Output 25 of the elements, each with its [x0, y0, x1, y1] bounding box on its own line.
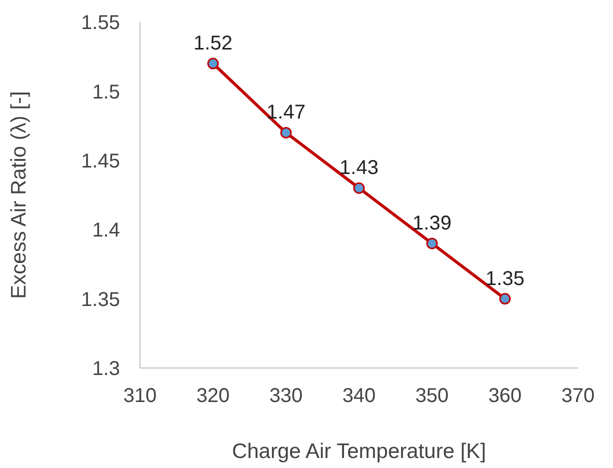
y-tick-label: 1.5 — [92, 81, 120, 104]
x-axis-title: Charge Air Temperature [K] — [232, 440, 486, 463]
point — [426, 238, 438, 250]
x-tick-label: 330 — [269, 385, 303, 408]
x-tick-label: 310 — [123, 385, 157, 408]
data-label: 1.35 — [486, 268, 524, 290]
x-tick-label: 320 — [196, 385, 230, 408]
y-tick-label: 1.55 — [81, 12, 120, 34]
point — [207, 58, 219, 70]
data-label: 1.39 — [412, 212, 452, 234]
data-label: 1.47 — [266, 102, 306, 124]
y-tick-label: 1.45 — [81, 150, 120, 172]
point — [280, 126, 292, 138]
y-tick-label: 1.4 — [92, 220, 120, 242]
point — [353, 182, 365, 194]
x-tick-label: 360 — [488, 385, 522, 408]
y-tick-label: 1.3 — [92, 358, 120, 380]
data-label: 1.52 — [194, 32, 232, 55]
y-tick-label: 1.35 — [81, 288, 120, 311]
data-label: 1.43 — [340, 157, 378, 180]
x-tick-label: 370 — [561, 385, 595, 408]
point — [499, 293, 511, 305]
y-axis-title: Excess Air Ratio (λ) [-] — [7, 91, 30, 299]
x-tick-label: 350 — [415, 385, 449, 408]
x-tick-label: 340 — [342, 385, 376, 408]
